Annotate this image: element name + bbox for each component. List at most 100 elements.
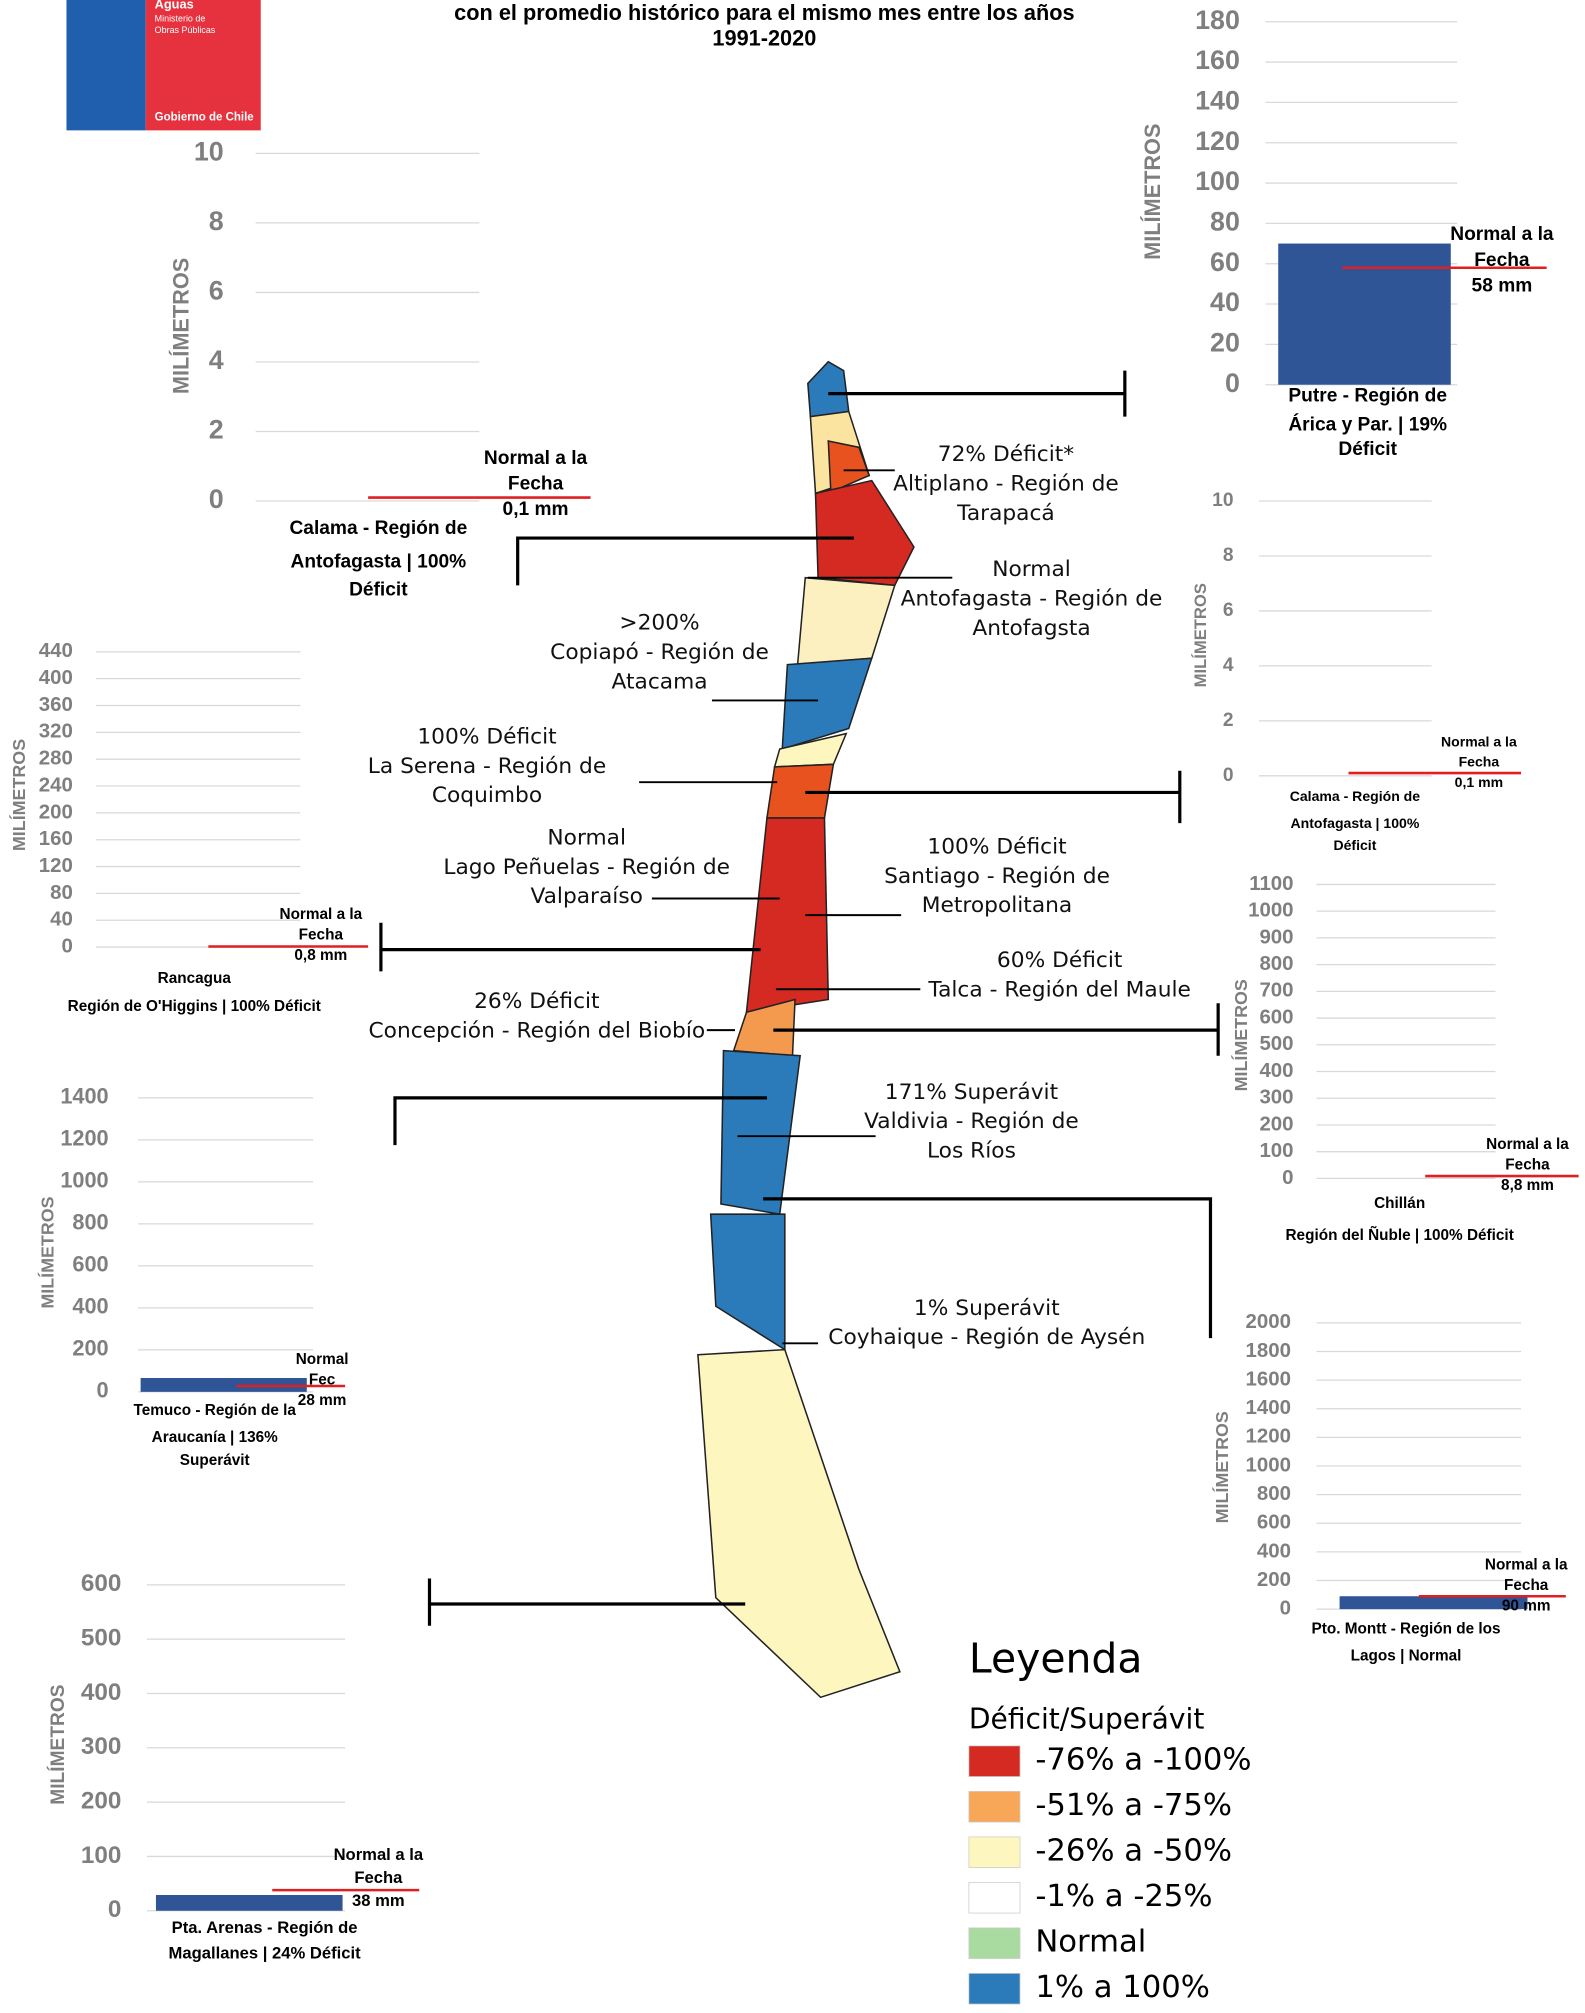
logo-red — [145, 0, 261, 131]
y-tick-label: 200 — [1259, 1112, 1293, 1135]
connector — [805, 770, 1182, 824]
y-axis-label: MILÍMETROS — [36, 1196, 57, 1308]
y-tick-label: 80 — [1210, 206, 1240, 236]
caption: Antofagasta | 100% — [290, 551, 466, 572]
y-tick-label: 1800 — [1246, 1339, 1291, 1362]
region — [796, 576, 896, 666]
normal-title: Normal — [296, 1351, 349, 1368]
y-tick-label: 120 — [1195, 126, 1240, 156]
annotation: Tarapacá — [956, 501, 1055, 526]
normal-title: Fecha — [1459, 754, 1500, 770]
y-axis-label: MILÍMETROS — [47, 1684, 69, 1804]
y-axis-label: MILÍMETROS — [1140, 124, 1165, 260]
y-tick-label: 8 — [209, 206, 224, 236]
bar — [155, 1894, 343, 1911]
y-tick-label: 40 — [1210, 287, 1240, 317]
annotation: Valdivia - Región de — [864, 1109, 1079, 1134]
bar — [140, 1377, 307, 1392]
y-tick-label: 0 — [61, 934, 72, 957]
caption: Chillán — [1374, 1195, 1425, 1212]
y-tick-label: 200 — [39, 800, 73, 823]
y-axis-label: MILÍMETROS — [1211, 1411, 1232, 1523]
mini-chart: 0 100 200 300 400 500 600 MILÍMETROS Normal a la… — [47, 1570, 424, 1962]
normal-title: Normal a la — [280, 906, 363, 923]
y-tick-label: 300 — [81, 1733, 122, 1760]
annotation: Normal — [547, 825, 626, 850]
y-axis-label: MILÍMETROS — [1191, 583, 1210, 687]
caption: Región de O'Higgins | 100% Déficit — [68, 998, 321, 1015]
logo: Aguas Ministerio de Obras Públicas Gobie… — [66, 0, 261, 131]
y-tick-label: 40 — [50, 908, 73, 931]
normal-title: Fecha — [1504, 1577, 1549, 1594]
annotation: 26% Déficit — [474, 989, 599, 1014]
y-tick-label: 8 — [1223, 545, 1234, 566]
logo-ministry: Ministerio de — [155, 14, 206, 24]
connector — [516, 536, 854, 586]
normal-title: Normal a la — [1441, 733, 1517, 749]
region — [807, 360, 850, 418]
y-tick-label: 20 — [1210, 327, 1240, 357]
normal-label: 90 mm — [1502, 1598, 1551, 1615]
bar — [1339, 1596, 1528, 1610]
y-tick-label: 100 — [1195, 166, 1240, 196]
normal-title: Fecha — [354, 1868, 403, 1887]
annotation: Metropolitana — [922, 893, 1072, 918]
legend-label: 1% a 100% — [1035, 1970, 1210, 2005]
y-tick-label: 0 — [1280, 1597, 1291, 1620]
connector — [393, 1096, 767, 1146]
y-tick-label: 0 — [1223, 765, 1234, 786]
annotation: Coquimbo — [432, 783, 542, 808]
annotation: Valparaíso — [530, 884, 643, 909]
logo-government: Gobierno de Chile — [155, 112, 254, 124]
y-tick-label: 280 — [39, 747, 73, 770]
y-tick-label: 180 — [1195, 5, 1240, 35]
y-tick-label: 1000 — [1246, 1453, 1291, 1476]
mini-chart: 0 2 4 6 8 10 MILÍMETROS Normal a la Fecha 0,1 mm C… — [1191, 490, 1522, 853]
legend-swatch — [968, 1836, 1021, 1868]
normal-title: Normal a la — [484, 448, 588, 469]
y-tick-label: 500 — [81, 1625, 122, 1652]
y-tick-label: 160 — [1195, 45, 1240, 75]
y-tick-label: 100 — [1259, 1139, 1293, 1162]
region — [697, 1348, 901, 1699]
y-tick-label: 400 — [72, 1294, 108, 1319]
y-tick-label: 300 — [1259, 1086, 1293, 1109]
y-tick-label: 100 — [81, 1842, 122, 1869]
y-tick-label: 1400 — [1246, 1396, 1291, 1419]
y-tick-label: 400 — [39, 666, 73, 689]
legend-swatch — [968, 1972, 1021, 2005]
y-tick-label: 0 — [97, 1378, 109, 1403]
annotation: 1% Superávit — [914, 1296, 1060, 1321]
y-tick-label: 700 — [1259, 979, 1293, 1002]
legend-label: -76% a -100% — [1035, 1743, 1251, 1778]
y-tick-label: 0 — [1282, 1166, 1293, 1189]
y-tick-label: 2 — [1223, 710, 1234, 731]
y-tick-label: 0 — [108, 1896, 122, 1923]
mini-chart: 0 200 400 600 800 1000 1200 1400 1600 1800 2000 MIL… — [1211, 1310, 1568, 1664]
y-tick-label: 1400 — [60, 1084, 108, 1109]
normal-label: 8,8 mm — [1501, 1177, 1554, 1194]
caption: Putre - Región de — [1288, 385, 1447, 406]
normal-label: 38 mm — [352, 1891, 405, 1910]
connector — [763, 1197, 1213, 1339]
annotation: Talca - Región del Maule — [927, 978, 1190, 1003]
caption: Araucanía | 136% — [152, 1429, 279, 1446]
annotation: Santiago - Región de — [884, 864, 1110, 889]
region — [709, 1213, 786, 1352]
normal-label: 28 mm — [298, 1392, 347, 1409]
caption: Pto. Montt - Región de los — [1312, 1621, 1501, 1638]
y-tick-label: 1000 — [1248, 899, 1293, 922]
region — [827, 439, 871, 494]
normal-title: Normal a la — [1485, 1557, 1568, 1574]
y-tick-label: 400 — [1259, 1059, 1293, 1082]
y-axis-label: MILÍMETROS — [169, 258, 194, 394]
y-tick-label: 160 — [39, 827, 73, 850]
title: con el promedio histórico para el mismo … — [454, 0, 1074, 25]
annotation: 100% Déficit — [417, 724, 556, 749]
annotation: >200% — [619, 611, 699, 636]
legend-label: -51% a -75% — [1035, 1788, 1232, 1823]
caption: Superávit — [180, 1452, 250, 1469]
y-tick-label: 1200 — [60, 1126, 108, 1151]
annotation: 171% Superávit — [885, 1080, 1058, 1105]
region — [720, 1049, 802, 1216]
